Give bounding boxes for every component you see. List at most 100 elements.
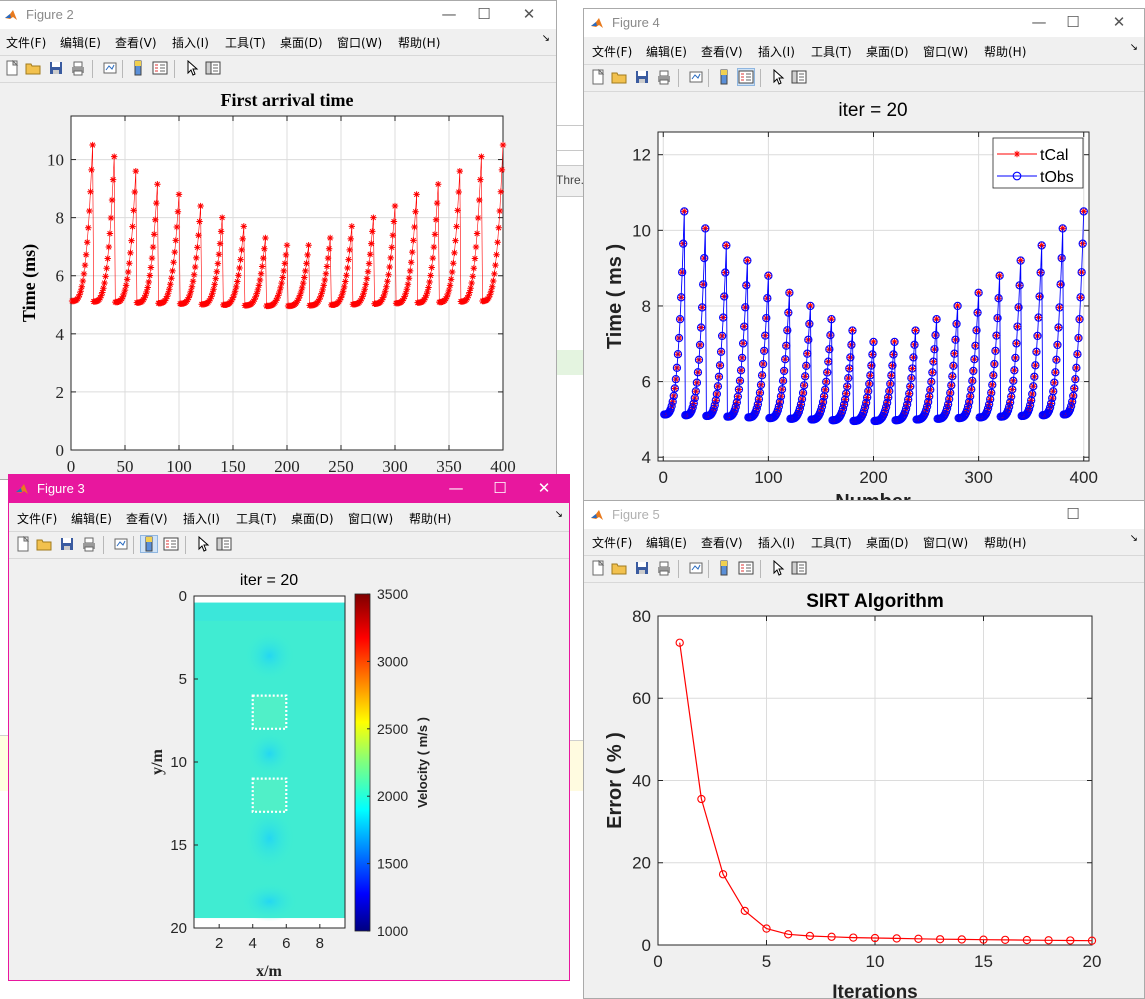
data-point (737, 353, 747, 363)
new-file-icon[interactable] (590, 69, 606, 85)
menu-overflow-icon[interactable]: ↘ (554, 509, 563, 520)
colorbar-icon[interactable] (716, 560, 732, 576)
new-file-icon[interactable] (15, 536, 31, 552)
menu-item[interactable]: 文件(F) (17, 512, 58, 526)
property-editor-icon[interactable] (205, 60, 221, 76)
menu-item[interactable]: 查看(V) (115, 36, 157, 50)
menu-item[interactable]: 文件(F) (6, 36, 47, 50)
maximize-button[interactable]: ☐ (493, 479, 507, 497)
data-point (1032, 347, 1041, 356)
menu-overflow-icon[interactable]: ↘ (1129, 533, 1138, 544)
menu-item[interactable]: 编辑(E) (646, 536, 687, 550)
title-bar[interactable]: Figure 2 — ☐ ✕ (0, 1, 556, 29)
link-figure-icon[interactable] (688, 560, 704, 576)
figure-3-window[interactable]: Figure 3 — ☐ ✕ 文件(F) 编辑(E) 查看(V) 插入(I) 工具(T)… (8, 474, 570, 981)
print-icon[interactable] (656, 69, 672, 85)
menu-item[interactable]: 编辑(E) (646, 45, 687, 59)
data-point (492, 261, 499, 269)
print-icon[interactable] (70, 60, 86, 76)
menu-item[interactable]: 帮助(H) (398, 36, 441, 50)
menu-item[interactable]: 工具(T) (225, 36, 266, 50)
menu-item[interactable]: 帮助(H) (984, 45, 1027, 59)
colorbar-icon[interactable] (140, 535, 158, 553)
legend-icon[interactable] (152, 60, 168, 76)
link-figure-icon[interactable] (113, 536, 129, 552)
open-folder-icon[interactable] (25, 60, 41, 76)
property-editor-icon[interactable] (216, 536, 232, 552)
menu-item[interactable]: 编辑(E) (71, 512, 112, 526)
new-file-icon[interactable] (590, 560, 606, 576)
print-icon[interactable] (81, 536, 97, 552)
menu-item[interactable]: 窗口(W) (337, 36, 383, 50)
legend-icon[interactable] (738, 560, 754, 576)
new-file-icon[interactable] (4, 60, 20, 76)
minimize-button[interactable]: — (448, 479, 464, 497)
link-figure-icon[interactable] (102, 60, 118, 76)
open-folder-icon[interactable] (36, 536, 52, 552)
menu-overflow-icon[interactable]: ↘ (1129, 42, 1138, 53)
menu-item[interactable]: 编辑(E) (60, 36, 101, 50)
title-bar[interactable]: Figure 5 ☐ (584, 501, 1144, 529)
menu-item[interactable]: 查看(V) (126, 512, 168, 526)
data-point (1071, 375, 1080, 384)
menu-item[interactable]: 插入(I) (758, 536, 795, 550)
pointer-icon[interactable] (770, 69, 786, 85)
pointer-icon[interactable] (770, 560, 786, 576)
close-button[interactable]: ✕ (537, 479, 551, 497)
figure-4-window[interactable]: Figure 4 — ☐ ✕ 文件(F) 编辑(E) 查看(V) 插入(I) 工具(T)… (583, 8, 1145, 512)
figure-2-window[interactable]: Figure 2 — ☐ ✕ 文件(F) 编辑(E) 查看(V) 插入(I) 工具(T)… (0, 0, 557, 480)
save-icon[interactable] (48, 60, 64, 76)
menu-item[interactable]: 查看(V) (701, 45, 743, 59)
legend-icon[interactable] (737, 68, 755, 86)
legend-icon[interactable] (163, 536, 179, 552)
title-bar[interactable]: Figure 4 — ☐ ✕ (584, 9, 1144, 37)
maximize-button[interactable]: ☐ (1066, 505, 1080, 523)
menu-item[interactable]: 工具(T) (811, 45, 852, 59)
figure-5-window[interactable]: Figure 5 ☐ 文件(F) 编辑(E) 查看(V) 插入(I) 工具(T) 桌面(D… (583, 500, 1145, 999)
menu-item[interactable]: 桌面(D) (280, 36, 323, 50)
menu-item[interactable]: 窗口(W) (348, 512, 394, 526)
close-button[interactable]: ✕ (522, 5, 536, 23)
menu-item[interactable]: 文件(F) (592, 536, 633, 550)
minimize-button[interactable]: — (1031, 13, 1047, 31)
property-editor-icon[interactable] (791, 560, 807, 576)
data-point (400, 295, 407, 302)
maximize-button[interactable]: ☐ (1066, 13, 1080, 31)
maximize-button[interactable]: ☐ (477, 5, 491, 23)
print-icon[interactable] (656, 560, 672, 576)
menu-item[interactable]: 窗口(W) (923, 536, 969, 550)
property-editor-icon[interactable] (791, 69, 807, 85)
menu-item[interactable]: 桌面(D) (866, 536, 909, 550)
menu-item[interactable]: 帮助(H) (984, 536, 1027, 550)
data-point (102, 273, 109, 280)
data-point (1077, 268, 1086, 277)
colorbar-icon[interactable] (130, 60, 146, 76)
menu-item[interactable]: 帮助(H) (409, 512, 452, 526)
pointer-icon[interactable] (184, 60, 200, 76)
toolbar-separator (133, 536, 134, 554)
menu-item[interactable]: 文件(F) (592, 45, 633, 59)
open-folder-icon[interactable] (611, 69, 627, 85)
menu-item[interactable]: 插入(I) (758, 45, 795, 59)
save-icon[interactable] (634, 560, 650, 576)
menu-item[interactable]: 插入(I) (183, 512, 220, 526)
colorbar-icon[interactable] (716, 69, 732, 85)
legend-label: tCal (1040, 147, 1068, 164)
menu-overflow-icon[interactable]: ↘ (541, 33, 550, 44)
menu-item[interactable]: 插入(I) (172, 36, 209, 50)
menu-item[interactable]: 窗口(W) (923, 45, 969, 59)
menu-item[interactable]: 桌面(D) (866, 45, 909, 59)
x-tick-label: 5 (762, 952, 771, 971)
open-folder-icon[interactable] (611, 560, 627, 576)
pointer-icon[interactable] (195, 536, 211, 552)
minimize-button[interactable]: — (441, 5, 457, 23)
close-button[interactable]: ✕ (1112, 13, 1126, 31)
menu-item[interactable]: 桌面(D) (291, 512, 334, 526)
save-icon[interactable] (634, 69, 650, 85)
menu-item[interactable]: 查看(V) (701, 536, 743, 550)
save-icon[interactable] (59, 536, 75, 552)
menu-item[interactable]: 工具(T) (811, 536, 852, 550)
link-figure-icon[interactable] (688, 69, 704, 85)
menu-item[interactable]: 工具(T) (236, 512, 277, 526)
title-bar[interactable]: Figure 3 — ☐ ✕ (9, 475, 569, 503)
